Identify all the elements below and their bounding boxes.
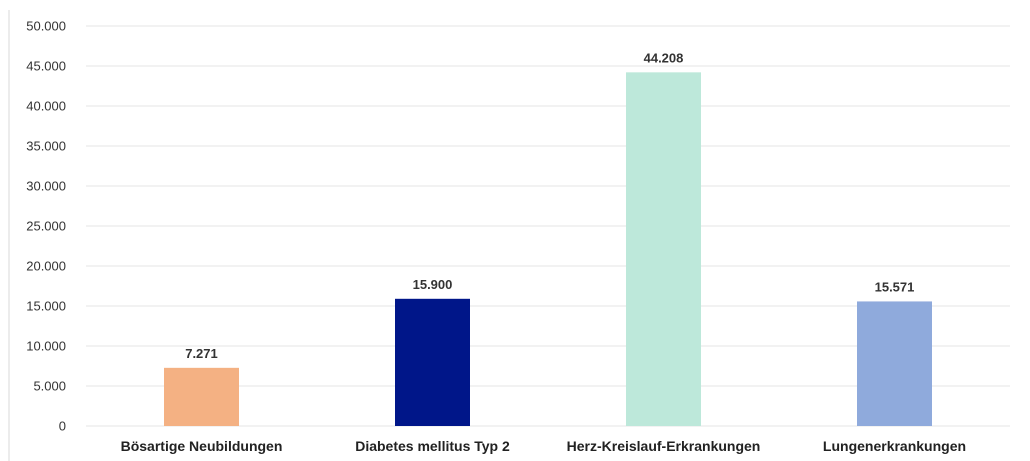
y-tick-label: 40.000 — [26, 99, 66, 114]
data-label: 15.900 — [413, 277, 453, 292]
data-labels: 7.271 15.900 44.208 15.571 — [185, 50, 914, 360]
y-tick-label: 20.000 — [26, 259, 66, 274]
y-tick-label: 10.000 — [26, 339, 66, 354]
data-label: 15.571 — [875, 279, 915, 294]
bar — [164, 368, 239, 426]
category-label: Bösartige Neubildungen — [121, 438, 283, 454]
category-labels: Bösartige Neubildungen Diabetes mellitus … — [121, 438, 966, 454]
y-tick-label: 50.000 — [26, 19, 66, 34]
y-tick-label: 30.000 — [26, 179, 66, 194]
y-axis-ticks: 0 5.000 10.000 15.000 20.000 25.000 30.000 35.0… — [26, 19, 66, 434]
y-tick-label: 35.000 — [26, 139, 66, 154]
y-tick-label: 0 — [59, 419, 66, 434]
bar — [857, 301, 932, 426]
bar — [395, 299, 470, 426]
category-label: Diabetes mellitus Typ 2 — [355, 438, 510, 454]
category-label: Herz-Kreislauf-Erkrankungen — [567, 438, 761, 454]
category-label: Lungenerkrankungen — [823, 438, 966, 454]
y-tick-label: 25.000 — [26, 219, 66, 234]
data-label: 44.208 — [644, 50, 684, 65]
bars — [164, 72, 932, 426]
y-tick-label: 5.000 — [33, 379, 66, 394]
data-label: 7.271 — [185, 346, 218, 361]
y-tick-label: 45.000 — [26, 59, 66, 74]
y-tick-label: 15.000 — [26, 299, 66, 314]
bar — [626, 72, 701, 426]
